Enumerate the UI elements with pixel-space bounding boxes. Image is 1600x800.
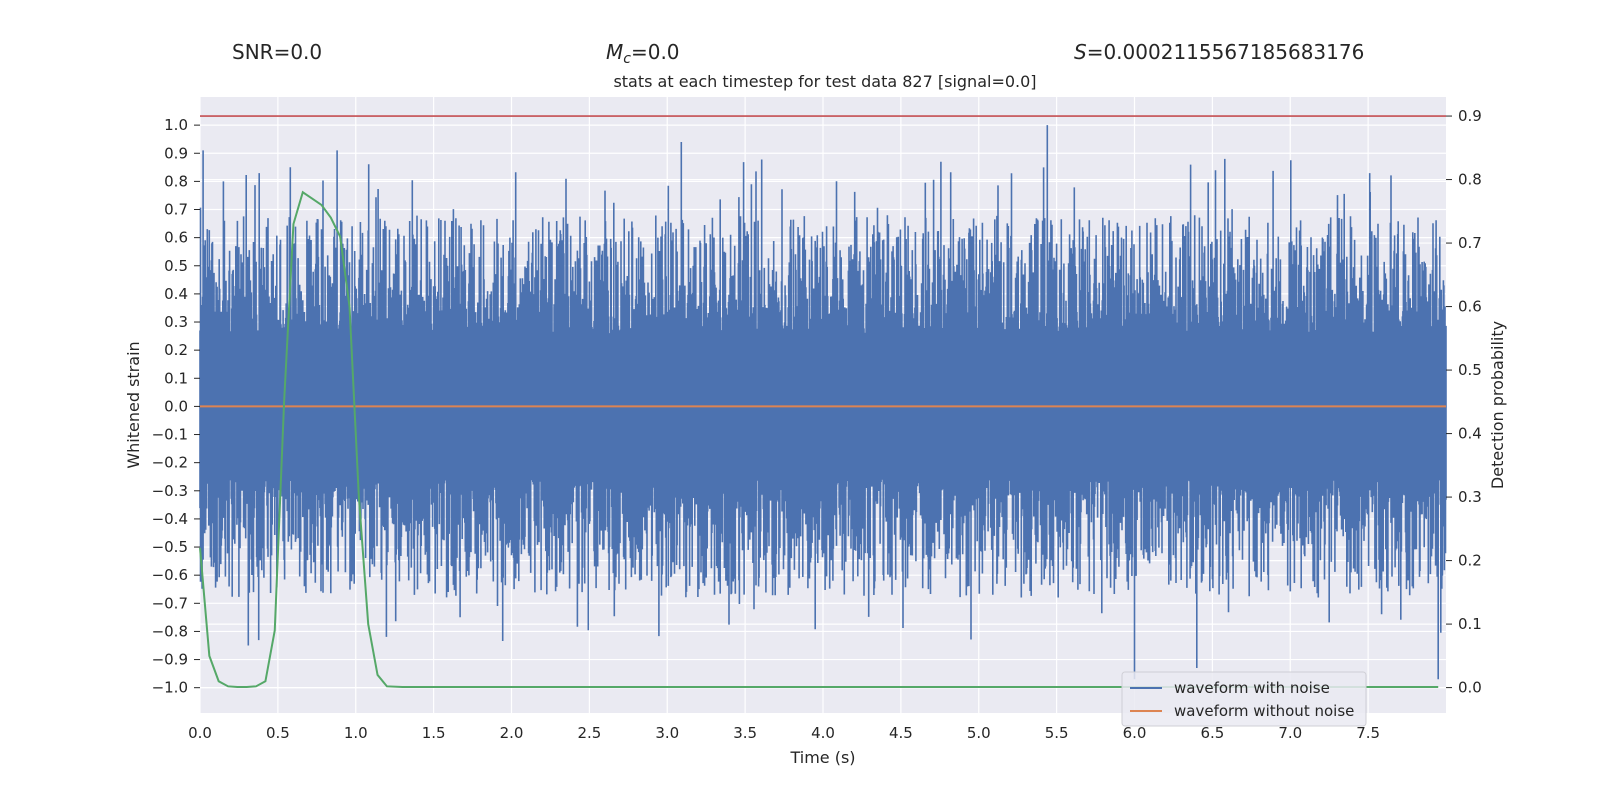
x-tick-label: 3.5 bbox=[733, 724, 757, 742]
y-tick-label: −0.8 bbox=[152, 622, 188, 640]
x-tick-label: 6.0 bbox=[1123, 724, 1147, 742]
x-tick-label: 0.0 bbox=[188, 724, 212, 742]
snr-value: =0.0 bbox=[273, 40, 323, 64]
snr-readout: SNR=0.0 bbox=[232, 40, 322, 64]
legend: waveform with noise waveform without nois… bbox=[1121, 671, 1367, 727]
series-layer bbox=[199, 115, 1446, 688]
y-axis-ticks: 1.0 0.9 0.8 0.7 0.6 0.5 0.4 0.3 0.2 0.1 0.0 −0.1 −0.… bbox=[152, 116, 200, 697]
right-y-tick-label: 0.1 bbox=[1458, 615, 1482, 633]
right-y-tick-label: 0.9 bbox=[1458, 107, 1482, 125]
y-tick-label: −0.4 bbox=[152, 510, 188, 528]
mc-symbol: M bbox=[606, 40, 624, 64]
y-tick-label: −0.9 bbox=[152, 651, 188, 669]
y-axis-label: Whitened strain bbox=[124, 341, 143, 468]
x-tick-label: 2.0 bbox=[500, 724, 524, 742]
s-statistic-readout: S=0.0002115567185683176 bbox=[1074, 40, 1364, 64]
mc-value: =0.0 bbox=[630, 40, 680, 64]
legend-label: waveform without noise bbox=[1174, 702, 1354, 720]
y-tick-label: −0.2 bbox=[152, 454, 188, 472]
legend-box bbox=[1121, 671, 1367, 727]
y-tick-label: 0.1 bbox=[164, 369, 188, 387]
right-y-tick-label: 0.5 bbox=[1458, 361, 1482, 379]
chart-title: stats at each timestep for test data 827… bbox=[613, 72, 1036, 91]
x-axis-ticks: 0.0 0.5 1.0 1.5 2.0 2.5 3.0 3.5 4.0 4.5 5.0 5.5 6.0 6… bbox=[188, 724, 1380, 742]
right-y-tick-label: 0.7 bbox=[1458, 234, 1482, 252]
x-tick-label: 6.5 bbox=[1200, 724, 1224, 742]
y-tick-label: 0.6 bbox=[164, 229, 188, 247]
s-symbol: S bbox=[1074, 40, 1087, 64]
s-value: =0.0002115567185683176 bbox=[1086, 40, 1365, 64]
y-tick-label: 0.0 bbox=[164, 397, 188, 415]
waveform-with-noise-line bbox=[199, 125, 1447, 680]
y-tick-label: 0.9 bbox=[164, 144, 188, 162]
x-tick-label: 0.5 bbox=[266, 724, 290, 742]
x-tick-label: 2.5 bbox=[577, 724, 601, 742]
right-y-tick-label: 0.2 bbox=[1458, 552, 1482, 570]
y-tick-label: −0.7 bbox=[152, 594, 188, 612]
y-tick-label: 0.2 bbox=[164, 341, 188, 359]
right-y-tick-label: 0.4 bbox=[1458, 425, 1482, 443]
right-y-tick-label: 0.3 bbox=[1458, 488, 1482, 506]
right-y-axis-label: Detection probability bbox=[1488, 321, 1507, 489]
x-tick-label: 7.0 bbox=[1278, 724, 1302, 742]
snr-label: SNR bbox=[232, 40, 274, 64]
y-tick-label: −0.6 bbox=[152, 566, 188, 584]
x-tick-label: 3.0 bbox=[655, 724, 679, 742]
legend-label: waveform with noise bbox=[1174, 679, 1330, 697]
y-tick-label: 0.4 bbox=[164, 285, 188, 303]
x-tick-label: 5.5 bbox=[1045, 724, 1069, 742]
detection-probability-line bbox=[199, 190, 1439, 688]
x-axis-label: Time (s) bbox=[789, 748, 855, 767]
x-tick-label: 4.5 bbox=[889, 724, 913, 742]
y-tick-label: 0.3 bbox=[164, 313, 188, 331]
y-tick-label: 1.0 bbox=[164, 116, 188, 134]
y-tick-label: 0.7 bbox=[164, 201, 188, 219]
y-tick-label: −1.0 bbox=[152, 679, 188, 697]
x-tick-label: 7.5 bbox=[1356, 724, 1380, 742]
right-y-tick-label: 0.0 bbox=[1458, 679, 1482, 697]
y-tick-label: −0.1 bbox=[152, 426, 188, 444]
right-y-tick-label: 0.8 bbox=[1458, 171, 1482, 189]
y-tick-label: −0.3 bbox=[152, 482, 188, 500]
x-tick-label: 1.0 bbox=[344, 724, 368, 742]
mc-subscript: c bbox=[623, 51, 631, 67]
x-tick-label: 5.0 bbox=[967, 724, 991, 742]
x-tick-label: 1.5 bbox=[422, 724, 446, 742]
y-tick-label: 0.5 bbox=[164, 257, 188, 275]
y-tick-label: −0.5 bbox=[152, 538, 188, 556]
chirp-mass-readout: Mc=0.0 bbox=[606, 40, 680, 67]
right-y-tick-label: 0.6 bbox=[1458, 298, 1482, 316]
right-y-axis-ticks: 0.9 0.8 0.7 0.6 0.5 0.4 0.3 0.2 0.1 0.0 bbox=[1446, 107, 1482, 697]
x-tick-label: 4.0 bbox=[811, 724, 835, 742]
waveform-with-noise-series bbox=[199, 125, 1447, 680]
y-tick-label: 0.8 bbox=[164, 172, 188, 190]
